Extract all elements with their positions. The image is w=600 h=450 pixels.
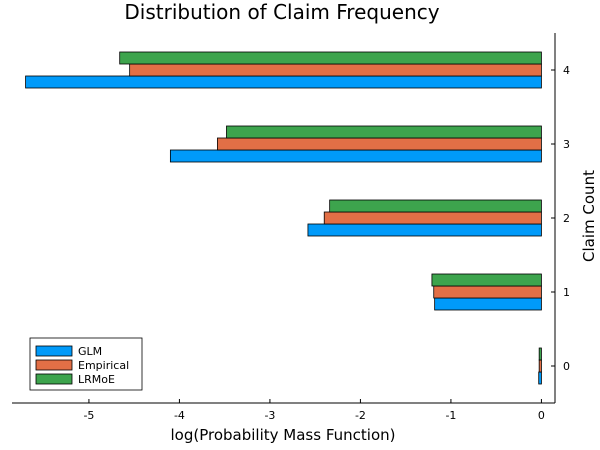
x-tick-label: -5	[83, 409, 94, 422]
bar-glm-1	[434, 297, 542, 311]
chart-title: Distribution of Claim Frequency	[124, 0, 439, 24]
y-tick-label: 0	[563, 360, 570, 373]
y-tick-label: 1	[563, 286, 570, 299]
legend-label-empirical: Empirical	[78, 359, 129, 372]
bar-empirical-0	[538, 359, 542, 373]
legend-swatch-empirical	[35, 359, 73, 371]
y-axis-ticks: 0 1 2 3 4	[551, 64, 570, 373]
bar-lrmoe-4	[119, 51, 542, 65]
bar-empirical-2	[323, 211, 542, 225]
bar-glm-4	[25, 75, 542, 89]
legend-swatch-glm	[35, 345, 73, 357]
y-tick-label: 3	[563, 138, 570, 151]
legend-label-glm: GLM	[78, 345, 102, 358]
bar-glm-3	[169, 149, 542, 163]
y-tick-label: 2	[563, 212, 570, 225]
legend-swatch-lrmoe	[35, 373, 73, 385]
bar-empirical-3	[217, 137, 542, 151]
x-tick-label: 0	[538, 409, 545, 422]
x-tick-label: -3	[264, 409, 275, 422]
x-axis-ticks: -5 -4 -3 -2 -1 0	[83, 399, 545, 422]
bar-lrmoe-3	[226, 125, 542, 139]
bar-glm-2	[307, 223, 542, 237]
bar-empirical-1	[433, 285, 542, 299]
bars-group	[25, 51, 542, 385]
bar-empirical-4	[129, 63, 542, 77]
y-axis-title: Claim Count	[580, 170, 598, 262]
x-tick-label: -1	[445, 409, 456, 422]
x-axis-title: log(Probability Mass Function)	[171, 426, 396, 444]
y-tick-label: 4	[563, 64, 570, 77]
bar-glm-0	[538, 371, 542, 385]
x-tick-label: -4	[174, 409, 185, 422]
legend-label-lrmoe: LRMoE	[78, 373, 115, 386]
x-tick-label: -2	[355, 409, 366, 422]
bar-lrmoe-1	[431, 273, 542, 287]
bar-lrmoe-0	[538, 347, 542, 361]
bar-lrmoe-2	[329, 199, 542, 213]
